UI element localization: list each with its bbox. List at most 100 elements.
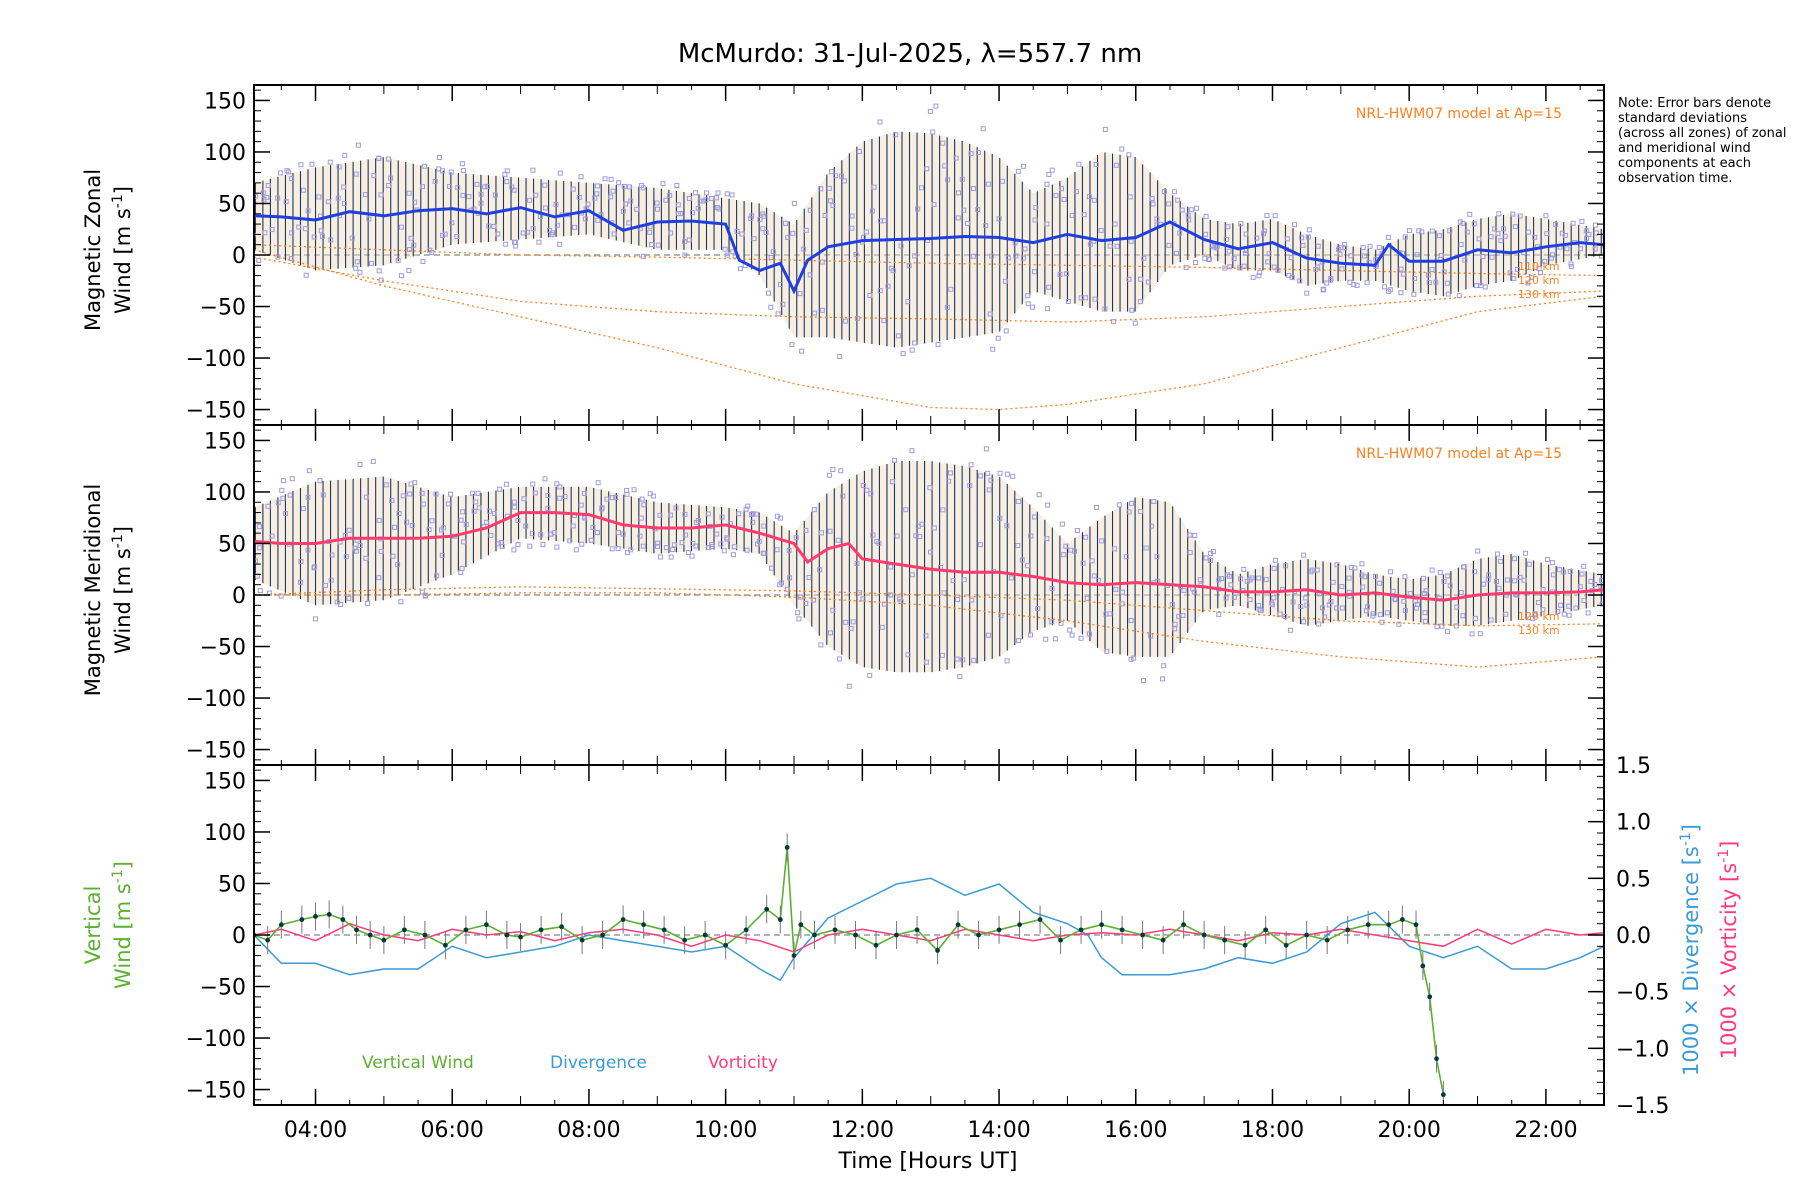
scatter-point <box>1429 266 1435 272</box>
scatter-point <box>455 185 461 191</box>
scatter-point <box>400 493 406 499</box>
vertical-wind-point <box>1017 922 1022 928</box>
scatter-point <box>557 484 563 490</box>
vertical-wind-line <box>254 847 1445 1095</box>
scatter-point <box>1592 222 1598 228</box>
scatter-point <box>1337 251 1343 257</box>
scatter-point <box>403 519 409 525</box>
vertical-wind-point <box>422 932 428 938</box>
scatter-point <box>777 282 783 288</box>
scatter-point <box>1370 611 1376 617</box>
scatter-point <box>1512 224 1518 230</box>
scatter-point <box>935 341 941 347</box>
scatter-point <box>812 310 818 316</box>
scatter-point <box>439 552 445 558</box>
scatter-point <box>1003 278 1009 284</box>
scatter-point <box>504 168 510 174</box>
x-tick-label: 04:00 <box>284 1118 347 1143</box>
scatter-point <box>714 531 720 537</box>
scatter-point <box>454 234 460 240</box>
scatter-point <box>1501 226 1507 232</box>
scatter-point <box>482 184 488 190</box>
scatter-point <box>923 633 929 639</box>
scatter-point <box>1471 221 1477 227</box>
scatter-point <box>1476 236 1482 242</box>
scatter-point <box>1411 291 1417 297</box>
scatter-point <box>1032 514 1038 520</box>
scatter-point <box>843 619 849 625</box>
scatter-point <box>1362 574 1368 580</box>
vorticity-axis-label: 1000 × Vorticity [s-1] <box>1716 841 1741 1060</box>
scatter-point <box>448 169 454 175</box>
scatter-point <box>594 530 600 536</box>
scatter-point <box>1492 226 1498 232</box>
vertical-wind-point <box>784 845 790 850</box>
scatter-point <box>833 173 839 179</box>
scatter-point <box>690 540 696 546</box>
scatter-point <box>301 187 307 193</box>
scatter-point <box>1304 290 1310 296</box>
scatter-point <box>784 586 790 592</box>
scatter-point <box>955 596 961 602</box>
vertical-wind-point <box>1413 922 1419 928</box>
scatter-point <box>1549 560 1555 566</box>
scatter-point <box>1151 498 1157 504</box>
scatter-point <box>641 502 647 508</box>
scatter-point <box>1360 584 1366 590</box>
scatter-point <box>787 575 793 581</box>
scatter-point <box>1187 532 1193 538</box>
y2-tick-label: −1.0 <box>1616 1037 1669 1062</box>
scatter-point <box>553 202 559 208</box>
scatter-point <box>458 570 464 576</box>
scatter-point <box>1107 243 1113 249</box>
vertical-wind-point <box>484 922 489 928</box>
scatter-point <box>948 286 954 292</box>
scatter-point <box>714 204 720 210</box>
scatter-point <box>905 652 911 658</box>
vertical-wind-point <box>1140 932 1146 938</box>
scatter-point <box>319 233 325 239</box>
vertical-wind-point <box>1427 994 1433 1000</box>
scatter-point <box>1420 575 1426 581</box>
scatter-point <box>1496 211 1502 217</box>
scatter-point <box>1333 605 1339 611</box>
scatter-point <box>1364 280 1370 286</box>
scatter-point <box>1445 573 1451 579</box>
scatter-point <box>309 161 315 167</box>
scatter-point <box>819 259 825 265</box>
scatter-point <box>620 208 626 214</box>
scatter-point <box>827 528 833 534</box>
scatter-point <box>783 220 789 226</box>
scatter-point <box>881 218 887 224</box>
scatter-point <box>1536 600 1542 606</box>
scatter-point <box>363 494 369 500</box>
scatter-point <box>1216 577 1222 583</box>
scatter-point <box>671 542 677 548</box>
scatter-point <box>1351 282 1357 288</box>
scatter-point <box>298 579 304 585</box>
scatter-point <box>1422 618 1428 624</box>
scatter-point <box>1396 621 1402 627</box>
scatter-point <box>1461 564 1467 570</box>
scatter-point <box>608 176 614 182</box>
scatter-point <box>1099 538 1105 544</box>
scatter-point <box>789 342 795 348</box>
scatter-point <box>1185 212 1191 218</box>
scatter-point <box>657 512 663 518</box>
scatter-point <box>750 519 756 525</box>
scatter-point <box>849 225 855 231</box>
scatter-point <box>806 574 812 580</box>
scatter-point <box>363 555 369 561</box>
scatter-point <box>1588 578 1594 584</box>
vertical-wind-point <box>1304 932 1310 938</box>
scatter-point <box>857 590 863 596</box>
scatter-point <box>621 183 627 189</box>
scatter-point <box>1250 274 1256 280</box>
scatter-point <box>695 205 701 211</box>
scatter-point <box>289 176 295 182</box>
scatter-point <box>775 311 781 317</box>
scatter-point <box>1131 655 1137 661</box>
plot-area <box>254 446 1604 689</box>
scatter-point <box>799 348 805 354</box>
scatter-point <box>898 598 904 604</box>
